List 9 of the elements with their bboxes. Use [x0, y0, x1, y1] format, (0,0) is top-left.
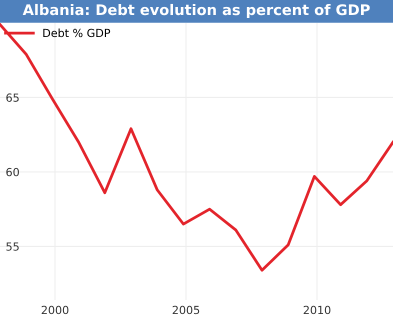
x-tick-label: 2010: [304, 306, 330, 314]
line-series: [0, 23, 393, 272]
y-tick-label: 65: [6, 93, 19, 102]
chart-title: Albania: Debt evolution as percent of GDP: [22, 4, 370, 18]
x-tick-label: 2000: [42, 306, 68, 314]
y-tick-label: 60: [6, 168, 19, 176]
y-tick-label: 55: [6, 242, 19, 251]
legend-label: Debt % GDP: [43, 28, 110, 38]
x-tick-label: 2005: [172, 306, 200, 314]
